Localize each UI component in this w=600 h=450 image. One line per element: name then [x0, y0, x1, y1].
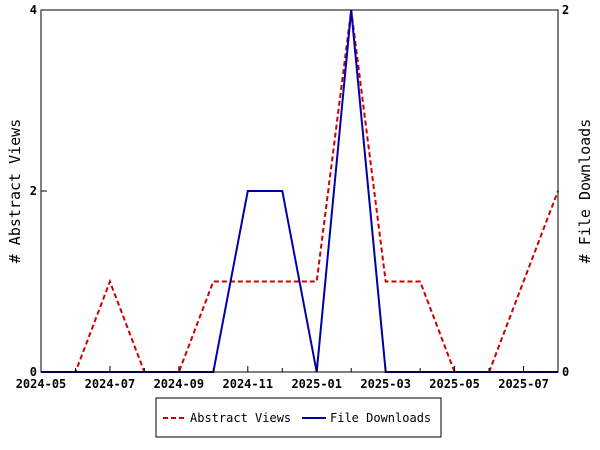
plot-frame — [40, 9, 559, 373]
legend-box — [155, 397, 442, 438]
x-tick-label: 2024-07 — [85, 377, 136, 391]
y-right-tick-label: 0 — [562, 365, 569, 379]
series-line-abstract-views — [41, 9, 559, 373]
series-line-file-downloads — [41, 9, 558, 373]
x-tick-label: 2025-05 — [429, 377, 480, 391]
y-left-tick-label: 4 — [30, 3, 37, 17]
legend: Abstract Views File Downloads — [155, 397, 442, 438]
y-left-tick-label: 2 — [30, 184, 37, 198]
x-tick-label: 2024-05 — [16, 377, 67, 391]
legend-label-file-downloads: File Downloads — [330, 411, 431, 425]
y-axis-right-title: # File Downloads — [576, 119, 594, 264]
x-tick-label: 2025-07 — [498, 377, 549, 391]
x-tick-label: 2025-01 — [291, 377, 342, 391]
y-right-tick-label: 2 — [562, 3, 569, 17]
series-layer — [41, 9, 559, 373]
x-tick-label: 2024-11 — [223, 377, 274, 391]
y-left-tick-label: 0 — [30, 365, 37, 379]
x-tick-label: 2025-03 — [360, 377, 411, 391]
x-tick-label: 2024-09 — [154, 377, 205, 391]
axes-layer: 2024-05 2024-07 2024-09 2024-11 2025-01 2025-… — [16, 3, 570, 391]
y-axis-left-title: # Abstract Views — [6, 119, 24, 264]
legend-label-abstract-views: Abstract Views — [190, 411, 291, 425]
